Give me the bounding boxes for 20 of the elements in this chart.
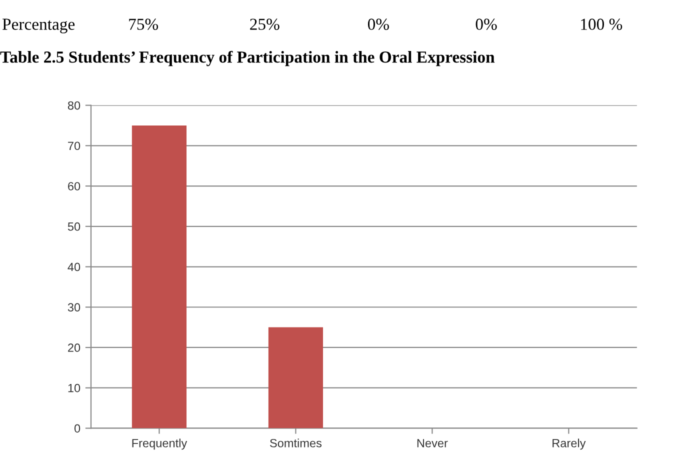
- y-tick-label: 40: [68, 262, 80, 272]
- y-tick-label: 0: [74, 424, 80, 433]
- text: 100 %: [581, 18, 622, 30]
- y-tick-label: 50: [68, 222, 80, 231]
- x-tick-label: Somtimes: [270, 438, 322, 448]
- y-tick-label: 10: [68, 384, 80, 392]
- y-tick-label: 30: [68, 303, 80, 312]
- x-tick-label: Rarely: [552, 438, 586, 450]
- text: 25%: [250, 18, 280, 30]
- text: 0%: [368, 18, 389, 30]
- x-tick-label: Frequently: [132, 438, 188, 450]
- y-tick-label: 60: [68, 182, 80, 190]
- text: Percentage: [2, 18, 75, 34]
- text: 0%: [476, 18, 497, 30]
- x-tick-label: Never: [417, 439, 448, 448]
- chart-title: Table 2.5 Students’ Frequency of Participation in the Oral Expression: [0, 50, 495, 66]
- y-tick-label: 80: [68, 101, 80, 110]
- y-tick-label: 70: [68, 142, 80, 150]
- y-tick-label: 20: [68, 344, 80, 352]
- text: 75%: [129, 18, 158, 30]
